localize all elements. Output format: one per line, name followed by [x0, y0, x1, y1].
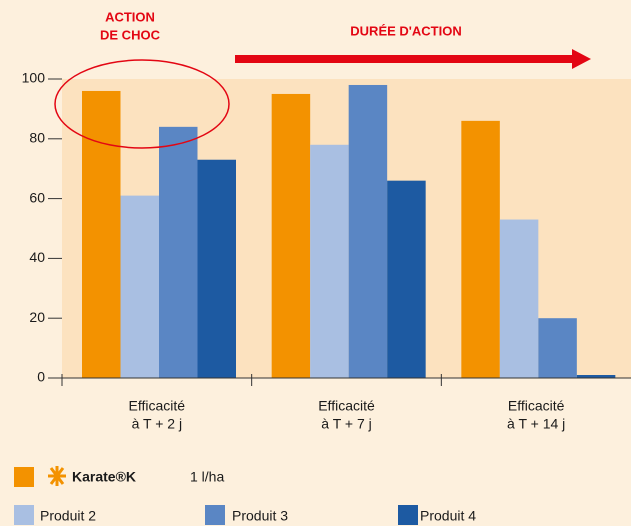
legend-label: Karate®K — [72, 469, 136, 485]
duration-arrow — [235, 49, 591, 69]
bar — [348, 84, 388, 378]
x-tick-label: à T + 14 j — [507, 416, 565, 432]
legend-swatch — [205, 505, 225, 525]
legend-label: Produit 2 — [40, 508, 96, 524]
annotation: ACTION — [105, 9, 155, 24]
bar — [499, 219, 539, 378]
annotation: DE CHOC — [100, 27, 161, 42]
x-tick-label: à T + 2 j — [132, 416, 182, 432]
y-tick-label: 80 — [29, 130, 45, 146]
highlight-ellipse — [54, 59, 230, 149]
bar — [538, 318, 577, 378]
bar — [271, 93, 311, 378]
y-tick-label: 60 — [29, 189, 45, 205]
bar — [576, 375, 616, 378]
brand-star — [48, 466, 66, 486]
legend-dose: 1 l/ha — [190, 469, 224, 485]
bar — [461, 120, 500, 379]
x-tick-label: Efficacité — [129, 398, 186, 414]
x-tick-label: Efficacité — [508, 398, 565, 414]
bar — [387, 180, 426, 378]
legend-swatch — [398, 505, 418, 525]
bar — [197, 159, 236, 378]
x-tick-label: à T + 7 j — [321, 416, 371, 432]
y-tick-label: 20 — [29, 309, 45, 325]
x-tick-label: Efficacité — [318, 398, 375, 414]
legend-swatch — [14, 467, 34, 487]
legend-swatch — [14, 505, 34, 525]
bar — [159, 126, 198, 378]
y-tick-label: 40 — [29, 249, 45, 265]
y-tick-label: 100 — [22, 70, 46, 86]
bar — [120, 195, 159, 378]
legend-label: Produit 4 — [420, 508, 476, 524]
legend-label: Produit 3 — [232, 508, 288, 524]
bar — [82, 90, 121, 379]
bar — [310, 144, 349, 378]
y-tick-label: 0 — [37, 369, 45, 385]
annotation: DURÉE D'ACTION — [350, 23, 461, 38]
